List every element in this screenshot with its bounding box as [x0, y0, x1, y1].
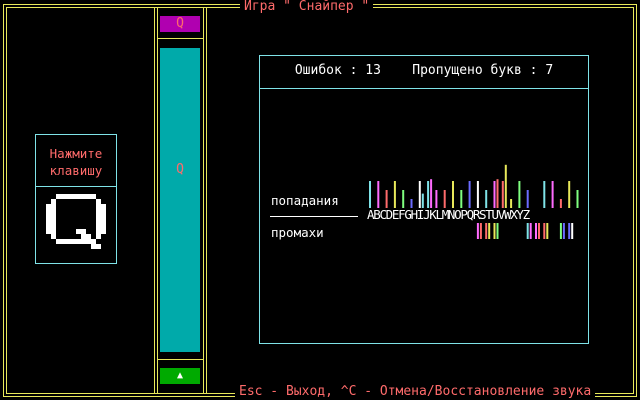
- hint-prompt-line1: Нажмите: [49, 146, 103, 161]
- lane-bottom-rule: [157, 359, 204, 360]
- stats-panel: Ошибок : 13 Пропущено букв : 7: [259, 55, 589, 344]
- errors-label: Ошибок: [294, 63, 342, 78]
- errors-value: 13: [365, 63, 381, 78]
- skipped-label: Пропущено букв: [412, 63, 522, 78]
- falling-letter: Q: [176, 162, 184, 177]
- hits-label: попадания: [271, 193, 339, 208]
- gun-icon: ▲: [160, 368, 200, 384]
- hint-prompt-line2: клавишу: [49, 163, 103, 178]
- lane-top-rule: [157, 38, 204, 39]
- shooting-lane: [160, 48, 200, 352]
- lane-divider-right-outer: [206, 7, 207, 394]
- stats-header: Ошибок : 13 Пропущено букв : 7: [294, 63, 554, 78]
- stats-divider: [260, 88, 588, 89]
- misses-label: промахи: [271, 225, 324, 240]
- window-title: Игра " Снайпер ": [240, 0, 374, 14]
- target-letter-badge: Q: [160, 16, 200, 32]
- hint-box: Нажмите клавишу: [35, 134, 117, 264]
- big-letter-q-glyph: [46, 194, 106, 249]
- alphabet-axis: ABCDEFGHIJKLMNOPQRSTUVWXYZ: [367, 207, 530, 222]
- lane-divider-left-inner: [157, 7, 158, 394]
- axis-rule: [270, 216, 358, 217]
- hint-divider: [36, 186, 116, 187]
- skipped-value: 7: [545, 63, 554, 78]
- lane-divider-left-outer: [154, 7, 155, 394]
- lane-divider-right-inner: [203, 7, 204, 394]
- footer-hint: Esc - Выход, ^C - Отмена/Восстановление …: [235, 385, 596, 399]
